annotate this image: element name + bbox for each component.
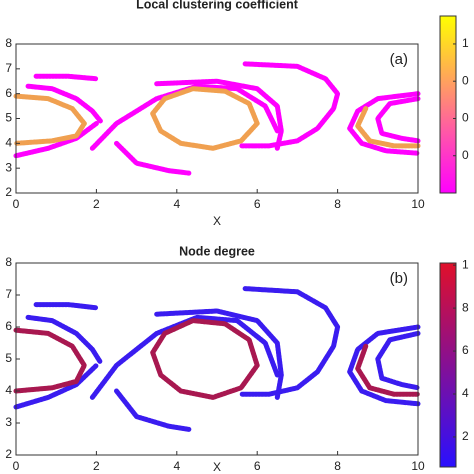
y-tick-label: 5	[5, 111, 12, 125]
y-tick-label: 2	[5, 447, 12, 461]
curve	[114, 140, 192, 176]
curve	[347, 324, 421, 407]
curve	[13, 327, 87, 394]
panel-label: (b)	[390, 270, 408, 287]
y-tick-label: 8	[5, 255, 12, 269]
curve	[13, 93, 87, 146]
x-tick-label: 10	[411, 197, 425, 211]
colorbar	[439, 262, 457, 468]
curve	[154, 308, 284, 400]
curve	[238, 61, 341, 149]
colorbar-tick-label: 4	[462, 386, 469, 400]
x-tick-label: 8	[334, 197, 341, 211]
x-tick-label: 10	[411, 459, 425, 473]
chart-title: Local clustering coefficient	[136, 0, 299, 11]
x-tick-label: 2	[93, 197, 100, 211]
colorbar-tick-label: 0	[462, 111, 469, 125]
y-tick-label: 4	[5, 383, 12, 397]
colorbar-tick-label: 0	[462, 148, 469, 162]
x-axis-label: X	[213, 214, 221, 228]
curve	[347, 91, 421, 156]
plot-area	[16, 44, 418, 193]
curve	[114, 388, 192, 432]
curve	[375, 96, 421, 144]
colorbar	[439, 15, 457, 194]
x-axis-label: X	[213, 460, 221, 474]
curve	[25, 83, 103, 124]
y-tick-label: 4	[5, 136, 12, 150]
colorbar-tick-label: 2	[462, 429, 469, 443]
curve	[150, 86, 260, 151]
colorbar-tick-label: 6	[462, 343, 469, 357]
y-tick-label: 3	[5, 160, 12, 174]
plot-area	[16, 263, 418, 455]
x-tick-label: 2	[93, 459, 100, 473]
y-tick-label: 7	[5, 287, 12, 301]
x-tick-label: 8	[334, 459, 341, 473]
y-tick-label: 8	[5, 36, 12, 50]
curve	[238, 286, 341, 397]
curve	[89, 83, 280, 151]
y-tick-label: 3	[5, 415, 12, 429]
curve	[13, 120, 99, 159]
x-tick-label: 4	[173, 197, 180, 211]
chart-title: Node degree	[179, 244, 255, 258]
y-tick-label: 6	[5, 86, 12, 100]
colorbar-tick-label: 8	[462, 300, 469, 314]
y-tick-label: 5	[5, 351, 12, 365]
curve	[33, 73, 99, 82]
curve	[154, 78, 284, 151]
colorbar-tick-label: 0	[462, 73, 469, 87]
y-tick-label: 2	[5, 185, 12, 199]
x-tick-label: 6	[254, 197, 261, 211]
curve	[355, 343, 421, 397]
x-tick-label: 6	[254, 459, 261, 473]
curve	[89, 314, 280, 400]
colorbar-tick-label: 1	[462, 36, 469, 50]
curve	[375, 330, 421, 391]
x-tick-label: 0	[13, 197, 20, 211]
y-tick-label: 7	[5, 61, 12, 75]
colorbar-tick-label: 1	[462, 257, 469, 271]
x-tick-label: 4	[173, 459, 180, 473]
x-tick-label: 0	[13, 459, 20, 473]
y-tick-label: 6	[5, 319, 12, 333]
curve	[13, 362, 99, 410]
curve	[25, 314, 103, 365]
curve	[150, 318, 260, 400]
curve	[355, 106, 421, 149]
curve	[33, 302, 99, 311]
panel-label: (a)	[390, 51, 408, 68]
